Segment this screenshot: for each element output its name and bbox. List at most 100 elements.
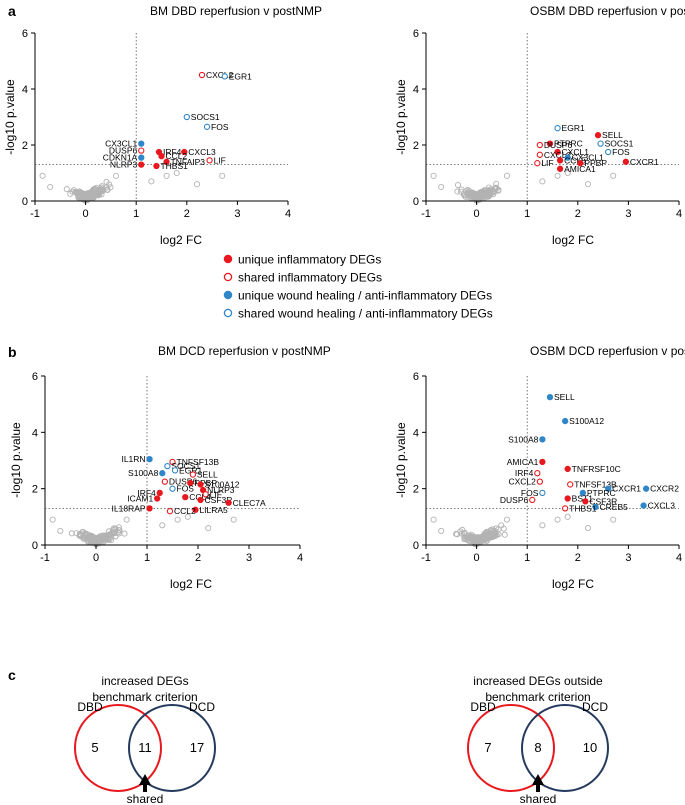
gene-point-amica1 [539,458,546,466]
gene-label-nlrp3: NLRP3 [207,485,235,495]
background-gene-point [148,178,155,185]
gene-label-dusp6: DUSP6 [544,140,573,150]
gene-label-sell: SELL [554,392,575,402]
gene-point-tnfrsf10c [564,465,571,473]
gene-label-lilra5: LILRA5 [199,505,228,515]
gene-label-irf4: IRF4 [137,488,156,498]
x-tick-label: -1 [30,208,40,220]
background-gene-point [193,181,200,188]
gene-point-fos [169,485,176,492]
gene-point-cdkn1a [138,154,145,161]
y-tick-label: 2 [32,484,38,496]
gene-point-il18rap [146,505,153,512]
x-tick-label: 2 [575,552,581,564]
gene-point-ccl5 [556,157,564,164]
gene-point-cxcr1 [622,158,630,165]
gene-point-lif [202,491,209,498]
gene-point-s100a12 [197,481,204,488]
background-gene-point [430,172,437,179]
background-gene-point [163,172,170,179]
venn-circle-dbd [74,704,162,792]
gene-label-s100a8: S100A8 [508,434,539,444]
background-gene-point [49,516,56,523]
gene-label-cxcl2: CXCL2 [206,70,234,80]
legend-marker [223,308,233,318]
gene-label-irf4: IRF4 [515,468,534,478]
gene-label-tnfsf13b: TNFSF13B [177,457,220,467]
volcano-plot-3: BM DCD reperfusion v postNMP-1 0 1 2 3 40246l… [9,344,331,591]
gene-label-nlrp3: NLRP3 [110,160,138,170]
gene-point-lif [534,160,541,167]
y-tick-label: 6 [413,371,419,383]
gene-label-icam1: ICAM1 [127,494,153,504]
gene-point-tnfsf13b [567,481,574,488]
gene-point-ptprc [579,489,587,497]
y-tick-label: 4 [413,427,419,439]
background-gene-point [460,530,467,537]
background-gene-point [454,181,462,189]
venn-diagram-2: increased DEGs outside benchmark criterio… [467,674,609,805]
background-gene-point [471,192,478,199]
venn-right-count: 10 [583,740,597,755]
gene-point-thbs1 [153,162,160,170]
background-gene-point [47,183,54,191]
background-gene-point [121,530,128,537]
y-tick-label: 4 [22,84,28,96]
gene-point-cxcl1 [554,148,561,156]
background-gene-point [564,169,571,177]
background-gene-point [493,531,500,539]
gene-label-fos: FOS [612,147,630,157]
background-gene-point [460,190,468,197]
background-genes [430,169,617,204]
gene-label-sell: SELL [602,130,623,140]
background-gene-point [476,536,483,543]
y-tick-label: 2 [413,140,419,152]
background-gene-point [485,192,492,199]
legend-label: unique inflammatory DEGs [238,253,381,267]
gene-label-s100a12: S100A12 [569,416,604,426]
background-gene-point [438,183,445,191]
gene-point-egr1 [554,125,561,132]
legend-label: shared inflammatory DEGs [238,271,382,285]
gene-label-cxcl1: CXCL1 [562,147,590,157]
venn-right-label: DCD [189,700,215,714]
gene-point-cxcl2 [198,71,206,79]
gene-label-socs1: SOCS1 [191,112,220,122]
gene-label-dusp6: DUSP6 [500,495,529,505]
background-gene-point [85,534,92,541]
gene-label-clec7a: CLEC7A [233,498,266,508]
background-gene-point [104,186,111,193]
venn-shared-count: 11 [138,740,152,755]
background-gene-point [584,181,591,188]
venn-title-line-2: benchmark criterion [485,690,590,704]
background-gene-point [491,185,498,192]
gene-label-socs1: SOCS1 [171,461,200,471]
background-gene-point [501,531,508,538]
venn-right-count: 17 [190,740,204,755]
gene-point-socs1 [183,113,190,121]
x-tick-label: 3 [625,552,631,564]
gene-point-cxcl2 [536,478,543,485]
gene-label-sell: SELL [197,470,218,480]
gene-label-il18rap: IL18RAP [112,503,146,513]
gene-label-thbs1: THBS1 [160,161,188,171]
y-tick-label: 4 [32,427,38,439]
y-axis-label: -log10 p.value [394,79,408,155]
y-tick-label: 2 [22,140,28,152]
gene-label-ccl2: CCL2 [166,151,188,161]
background-gene-point [584,525,591,532]
background-gene-point [503,516,511,523]
gene-label-dusp6: DUSP6 [169,477,198,487]
gene-point-irf4 [534,470,541,477]
gene-label-egr1: EGR1 [179,465,202,475]
gene-point-sell [546,393,554,401]
background-gene-point [95,190,102,197]
legend-marker [223,290,233,300]
background-gene-point [104,536,111,543]
y-tick-label: 6 [22,28,28,40]
gene-label-fos: FOS [521,488,539,498]
x-tick-label: 2 [575,208,581,220]
gene-point-cxcl3 [640,502,647,509]
shared-arrow-icon [139,774,151,792]
